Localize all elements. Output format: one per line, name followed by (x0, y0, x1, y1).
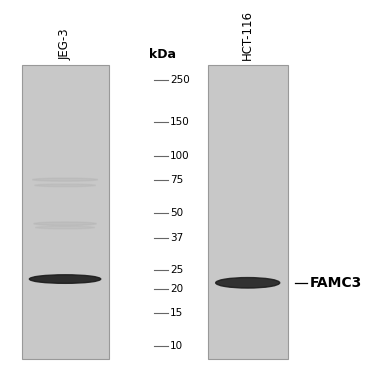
Ellipse shape (216, 278, 280, 288)
Text: 15: 15 (170, 308, 183, 318)
Text: kDa: kDa (149, 48, 176, 62)
Ellipse shape (34, 222, 96, 225)
Ellipse shape (34, 184, 96, 187)
Text: 250: 250 (170, 75, 190, 85)
Text: 10: 10 (170, 341, 183, 351)
Ellipse shape (29, 275, 101, 284)
Text: FAMC3: FAMC3 (310, 276, 362, 290)
Bar (22, 65, 108, 359)
Text: 50: 50 (170, 208, 183, 218)
Ellipse shape (36, 226, 94, 229)
Text: 150: 150 (170, 117, 190, 128)
Text: 37: 37 (170, 233, 183, 243)
Text: 20: 20 (170, 284, 183, 294)
Ellipse shape (32, 178, 98, 181)
Text: 25: 25 (170, 266, 183, 275)
Bar (208, 65, 288, 359)
Text: HCT-116: HCT-116 (241, 10, 254, 60)
Text: 75: 75 (170, 175, 183, 184)
Text: JEG-3: JEG-3 (58, 29, 72, 60)
Text: 100: 100 (170, 151, 190, 161)
